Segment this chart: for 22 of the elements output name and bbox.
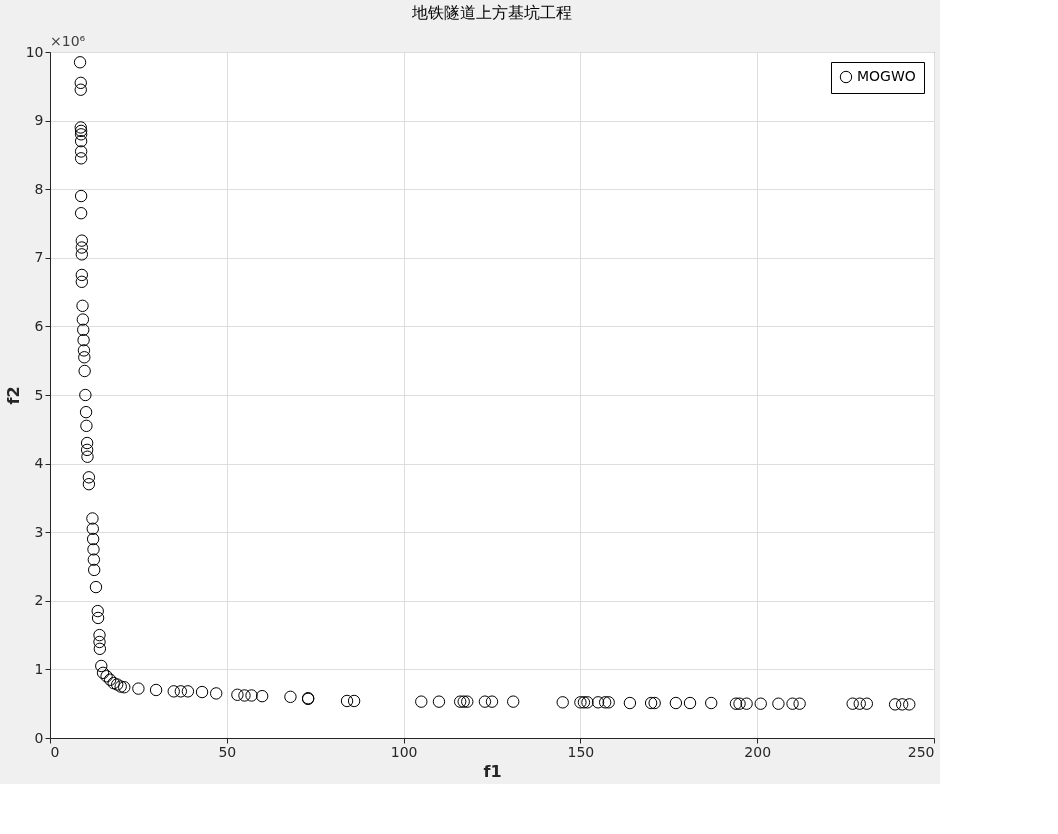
y-tick-label: 9 [34,112,44,129]
text: ×10⁶ [50,33,86,49]
y-tick-label: 2 [34,592,44,609]
y-tick-label: 8 [34,180,44,197]
y-tick-label: 6 [34,317,44,334]
y-tick-label: 7 [34,249,44,266]
y-tick-label: 0 [34,729,44,746]
x-tick-label: 200 [744,743,772,760]
y-tick-label: 3 [34,523,44,540]
y-tick-label: 1 [34,660,44,677]
x-tick-label: 150 [567,743,595,760]
y-tick-label: 4 [34,455,44,472]
y-axis-title: f2 [3,386,23,405]
x-tick-label: 50 [218,743,237,760]
y-tick-label: 5 [34,386,44,403]
x-tick-label: 250 [907,743,935,760]
y-tick-label: 10 [25,43,44,60]
x-tick-label: 100 [390,743,418,760]
legend-label: MOGWO [857,68,916,84]
x-tick-label: 0 [50,743,60,760]
chart-title: 地铁隧道上方基坑工程 [411,3,572,22]
x-axis-title: f1 [483,761,502,781]
